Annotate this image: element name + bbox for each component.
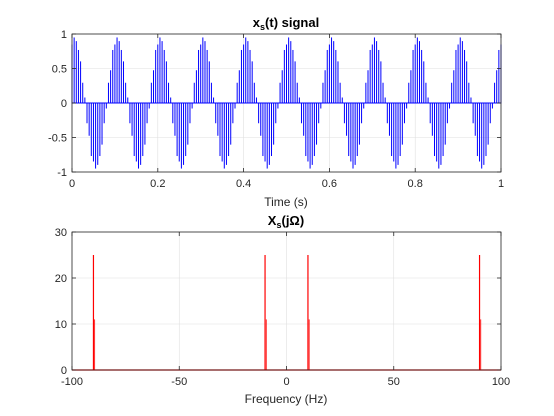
signal-xtick-label: 0.6 <box>322 178 337 190</box>
signal-title-subscript: s <box>260 22 265 32</box>
signal-ytick-label: 0.5 <box>52 64 67 76</box>
spectrum-ytick-label: 20 <box>55 273 67 285</box>
signal-ytick-label: 1 <box>61 29 67 41</box>
signal-xtick-label: 1 <box>498 178 504 190</box>
signal-ticks: 0 0.2 0.4 0.6 0.8 1 -1 -0.5 0 0.5 1 <box>48 29 504 190</box>
signal-xtick-label: 0.4 <box>236 178 251 190</box>
signal-xtick-label: 0.8 <box>408 178 423 190</box>
spectrum-ytick-label: 0 <box>61 365 67 377</box>
spectrum-axes: -100 -50 0 50 100 0 10 20 30 Xs(jΩ) Frequency (H… <box>55 213 510 406</box>
signal-xtick-label: 0.2 <box>150 178 165 190</box>
spectrum-title-main: X <box>268 213 277 228</box>
spectrum-ytick-label: 10 <box>55 319 67 331</box>
spectrum-xlabel: Frequency (Hz) <box>245 392 328 406</box>
signal-title-rest: (t) signal <box>265 15 319 30</box>
spectrum-xtick-label: -100 <box>61 376 83 388</box>
signal-title-main: x <box>253 15 261 30</box>
signal-axes: 0 0.2 0.4 0.6 0.8 1 -1 -0.5 0 0.5 1 xs(t) signal T… <box>48 15 504 209</box>
signal-series <box>71 37 502 169</box>
spectrum-ticks: -100 -50 0 50 100 0 10 20 30 <box>55 227 510 388</box>
signal-xlabel: Time (s) <box>264 195 308 209</box>
spectrum-ytick-label: 30 <box>55 227 67 239</box>
signal-ytick-label: -1 <box>57 167 67 179</box>
signal-ytick-label: 0 <box>61 98 67 110</box>
signal-line <box>71 41 502 165</box>
signal-title: xs(t) signal <box>253 15 319 32</box>
spectrum-xtick-label: 100 <box>492 376 510 388</box>
spectrum-title-subscript: s <box>276 220 281 230</box>
signal-ytick-label: -0.5 <box>48 133 67 145</box>
spectrum-xtick-label: 0 <box>283 376 289 388</box>
spectrum-xtick-label: -50 <box>171 376 187 388</box>
spectrum-xtick-label: 50 <box>388 376 400 388</box>
spectrum-title: Xs(jΩ) <box>268 213 304 230</box>
signal-xtick-label: 0 <box>69 178 75 190</box>
spectrum-title-rest: (jΩ) <box>281 213 304 228</box>
